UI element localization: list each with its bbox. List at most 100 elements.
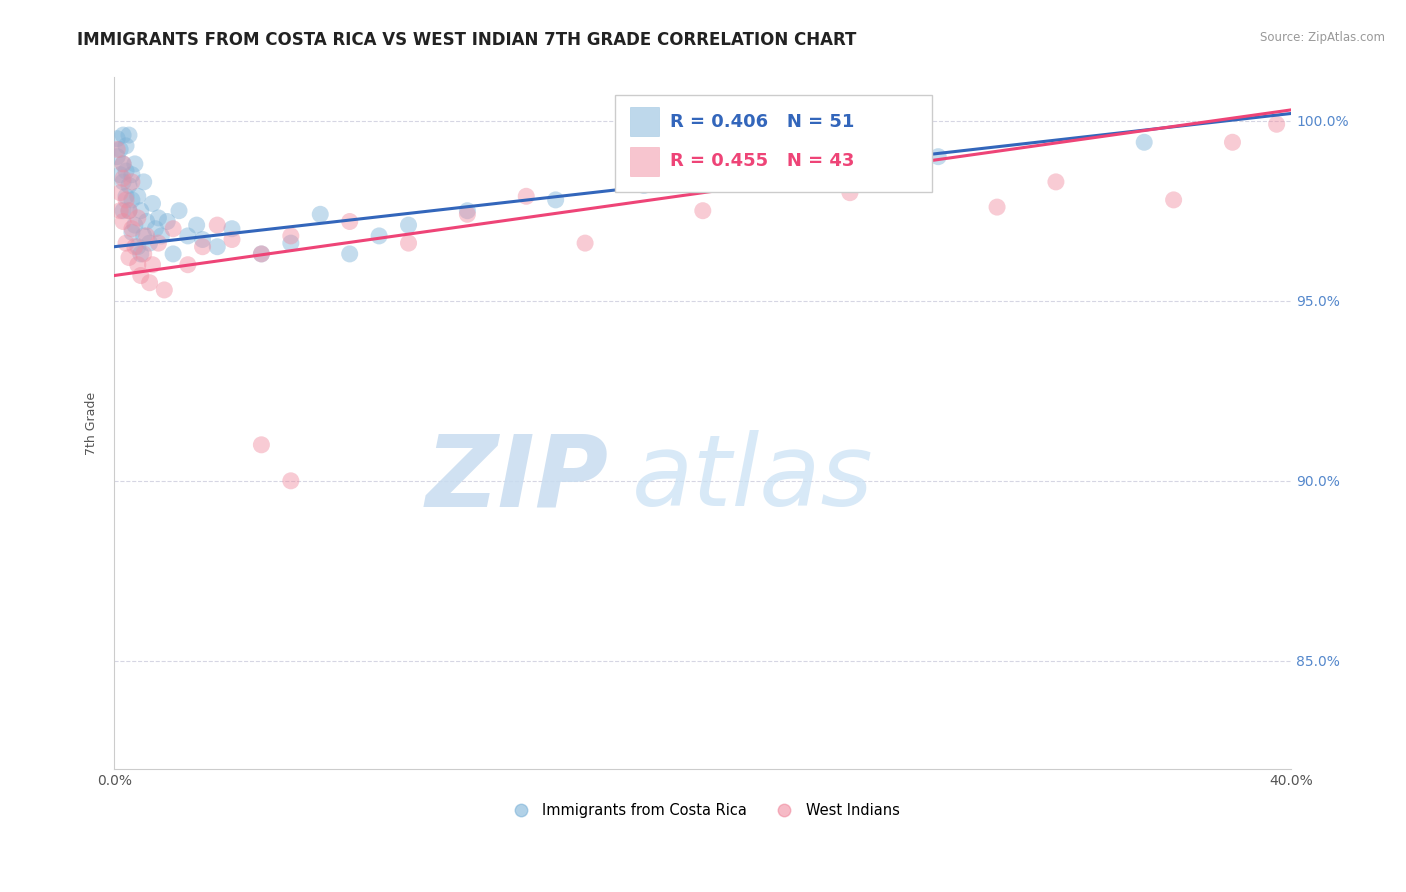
- Point: [127, 189, 149, 203]
- Point: [1045, 175, 1067, 189]
- Point: [127, 211, 149, 225]
- Point: [105, 143, 128, 157]
- Point: [105, 131, 128, 145]
- Point: [105, 150, 128, 164]
- Point: [544, 193, 567, 207]
- Point: [132, 228, 155, 243]
- Point: [118, 178, 141, 193]
- Point: [150, 228, 173, 243]
- Point: [927, 150, 949, 164]
- Point: [574, 236, 596, 251]
- Point: [118, 203, 141, 218]
- Text: R = 0.455   N = 43: R = 0.455 N = 43: [669, 153, 855, 170]
- Point: [115, 164, 138, 178]
- Legend: Immigrants from Costa Rica, West Indians: Immigrants from Costa Rica, West Indians: [501, 797, 905, 824]
- Bar: [630, 107, 659, 136]
- Point: [141, 258, 163, 272]
- Text: IMMIGRANTS FROM COSTA RICA VS WEST INDIAN 7TH GRADE CORRELATION CHART: IMMIGRANTS FROM COSTA RICA VS WEST INDIA…: [77, 31, 856, 49]
- Point: [115, 193, 138, 207]
- Point: [124, 218, 146, 232]
- Point: [153, 283, 176, 297]
- Point: [115, 139, 138, 153]
- Point: [250, 247, 273, 261]
- Point: [112, 157, 135, 171]
- Point: [309, 207, 332, 221]
- Point: [751, 168, 773, 182]
- Point: [515, 189, 537, 203]
- Point: [250, 438, 273, 452]
- Point: [138, 236, 160, 251]
- Point: [280, 474, 302, 488]
- Text: ZIP: ZIP: [426, 430, 609, 527]
- Point: [280, 236, 302, 251]
- Point: [112, 203, 135, 218]
- Point: [156, 214, 179, 228]
- Point: [121, 221, 143, 235]
- Point: [148, 236, 170, 251]
- Point: [121, 175, 143, 189]
- Point: [124, 240, 146, 254]
- Point: [186, 218, 208, 232]
- Point: [127, 258, 149, 272]
- Point: [121, 193, 143, 207]
- Point: [124, 157, 146, 171]
- Bar: [630, 146, 659, 176]
- Point: [398, 236, 420, 251]
- Point: [221, 221, 243, 235]
- Point: [115, 189, 138, 203]
- Point: [986, 200, 1008, 214]
- Point: [145, 221, 167, 235]
- Point: [112, 128, 135, 142]
- Point: [121, 225, 143, 239]
- Point: [118, 203, 141, 218]
- Point: [250, 247, 273, 261]
- Point: [207, 240, 229, 254]
- Point: [191, 233, 214, 247]
- Point: [108, 168, 131, 182]
- Point: [148, 211, 170, 225]
- Point: [1133, 135, 1156, 149]
- Point: [692, 203, 714, 218]
- Point: [177, 228, 200, 243]
- Point: [839, 186, 862, 200]
- Point: [108, 143, 131, 157]
- Point: [162, 247, 184, 261]
- Text: atlas: atlas: [633, 430, 873, 527]
- Text: Source: ZipAtlas.com: Source: ZipAtlas.com: [1260, 31, 1385, 45]
- Point: [456, 207, 478, 221]
- Point: [129, 247, 152, 261]
- Point: [129, 203, 152, 218]
- Point: [162, 221, 184, 235]
- Text: R = 0.406   N = 51: R = 0.406 N = 51: [669, 112, 855, 131]
- Point: [177, 258, 200, 272]
- Point: [108, 186, 131, 200]
- Point: [118, 251, 141, 265]
- Point: [1163, 193, 1185, 207]
- FancyBboxPatch shape: [614, 95, 932, 192]
- Point: [132, 247, 155, 261]
- Point: [127, 240, 149, 254]
- Point: [141, 196, 163, 211]
- Point: [1265, 117, 1288, 131]
- Point: [121, 168, 143, 182]
- Point: [368, 228, 391, 243]
- Point: [112, 214, 135, 228]
- Point: [207, 218, 229, 232]
- Point: [118, 128, 141, 142]
- Point: [129, 268, 152, 283]
- Point: [398, 218, 420, 232]
- Point: [456, 203, 478, 218]
- Point: [221, 233, 243, 247]
- Point: [132, 175, 155, 189]
- Point: [339, 214, 361, 228]
- Y-axis label: 7th Grade: 7th Grade: [86, 392, 98, 455]
- Point: [112, 157, 135, 171]
- Point: [1222, 135, 1244, 149]
- Point: [280, 228, 302, 243]
- Point: [138, 276, 160, 290]
- Point: [112, 175, 135, 189]
- Point: [112, 171, 135, 186]
- Point: [191, 240, 214, 254]
- Point: [135, 228, 157, 243]
- Point: [167, 203, 190, 218]
